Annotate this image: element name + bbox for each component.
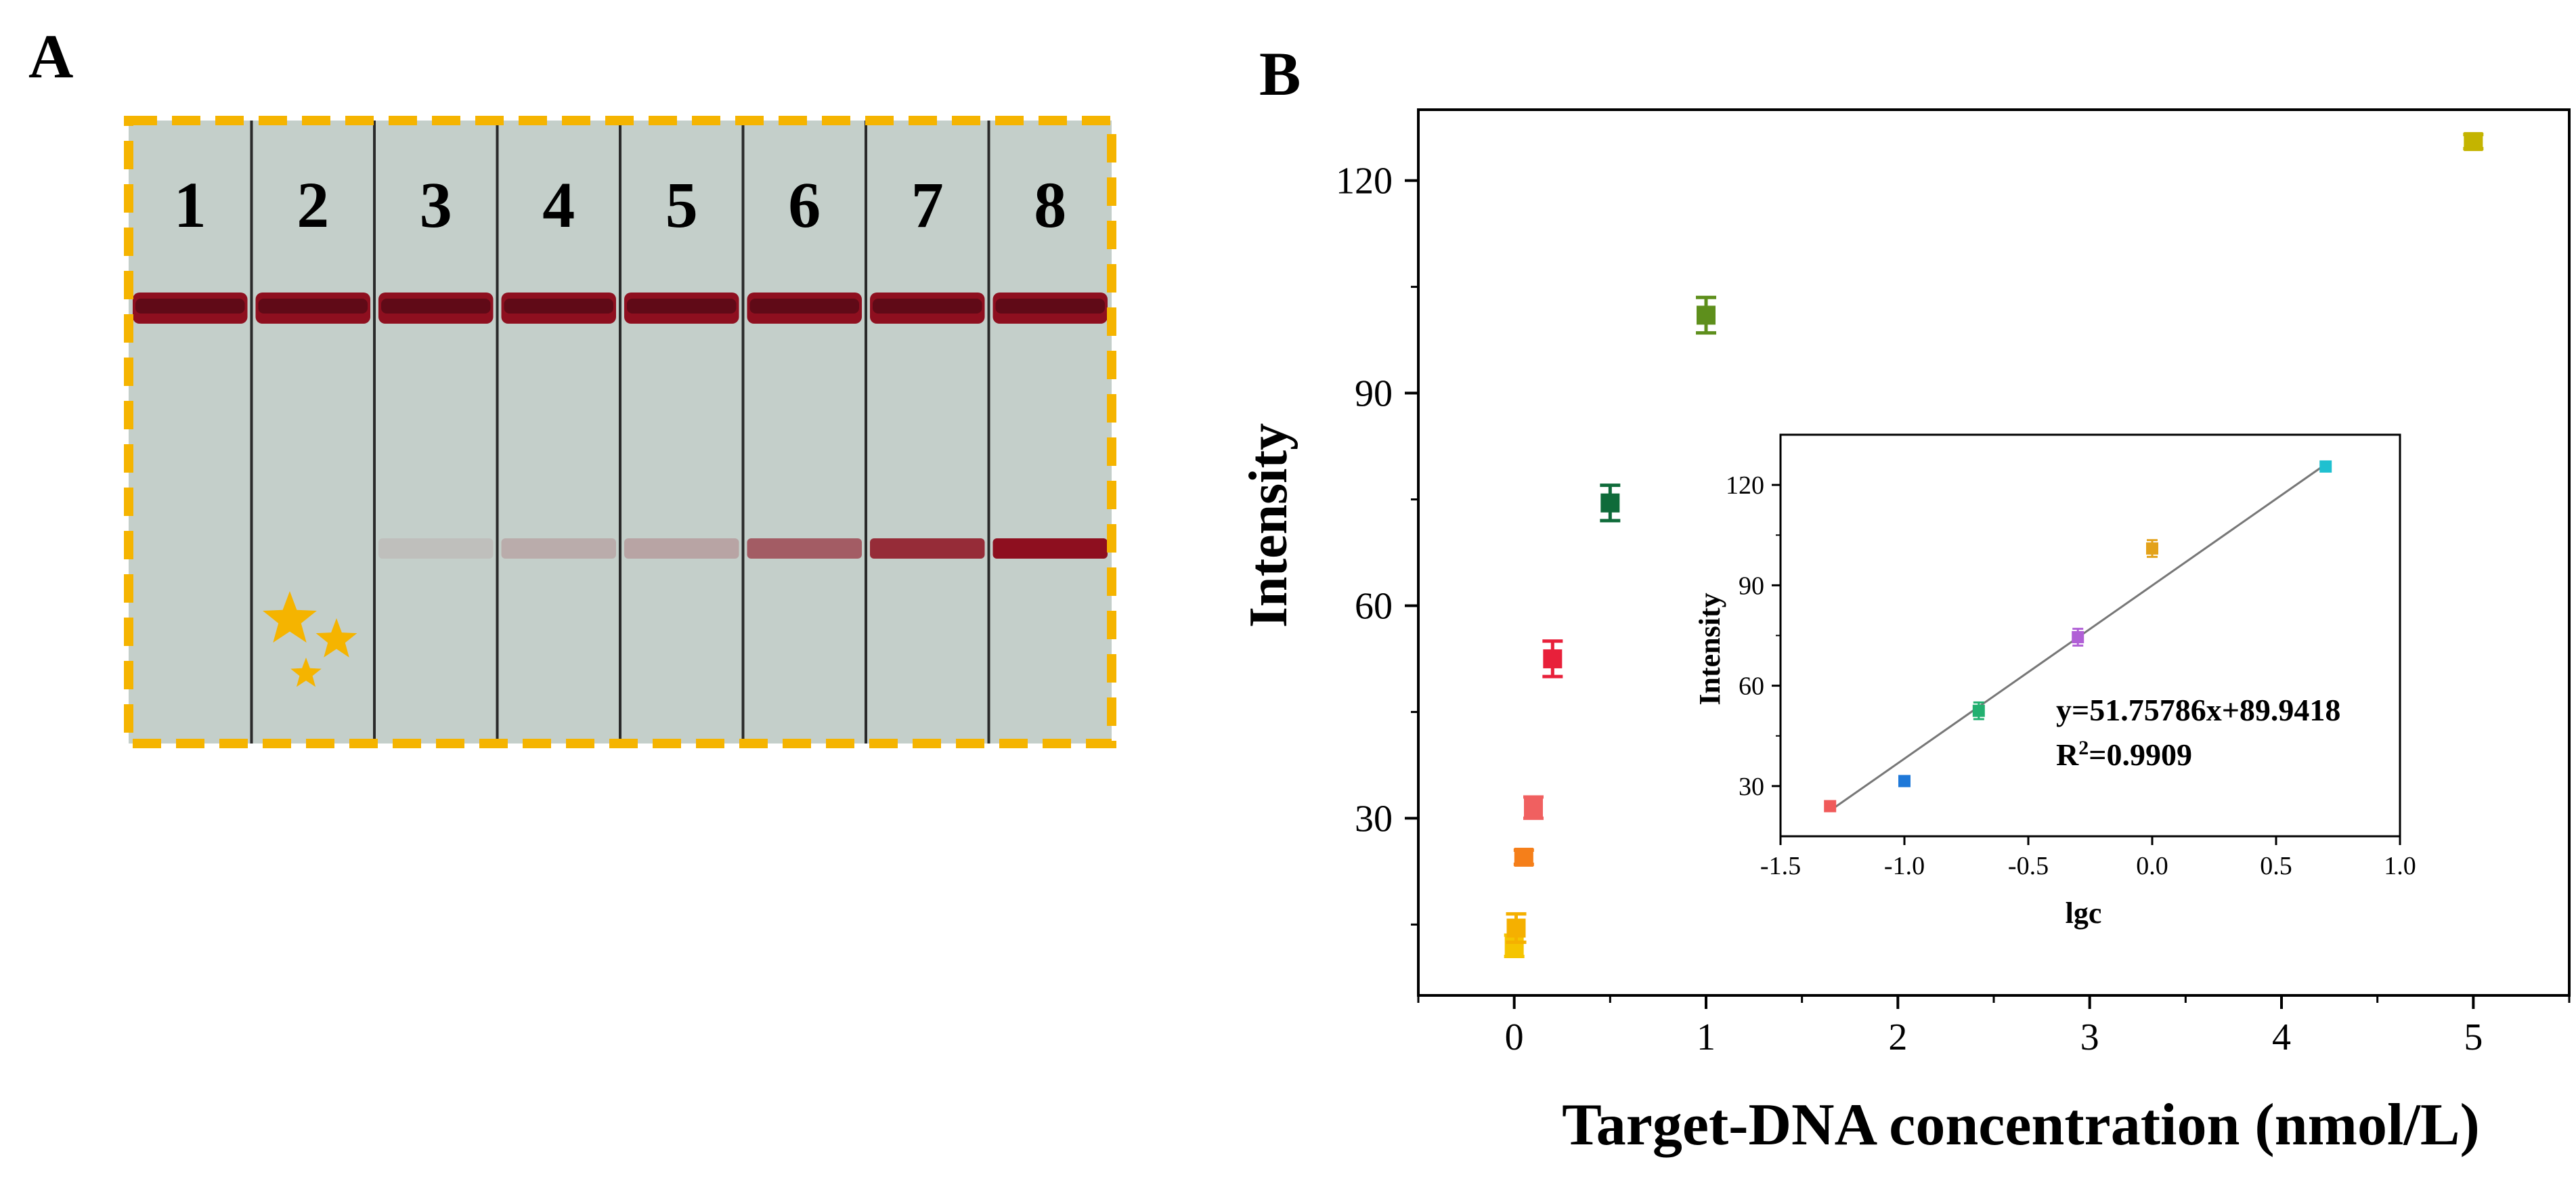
- x-tick-label: 4: [2272, 1016, 2291, 1058]
- control-line-core: [258, 299, 368, 314]
- strip-lanes: 1 2 3 4 5 6 7 8: [133, 121, 1108, 744]
- lane-label: 1: [174, 169, 206, 241]
- y-tick-label: 120: [1336, 160, 1393, 202]
- inset-x-tick-label: -0.5: [2008, 852, 2049, 880]
- data-point: [1524, 798, 1543, 817]
- inset-y-axis-label: Intensity: [1693, 592, 1726, 705]
- inset-data-point: [1972, 704, 1985, 717]
- lane-label: 8: [1034, 169, 1066, 241]
- control-line-core: [749, 299, 859, 314]
- data-point: [1600, 493, 1620, 513]
- data-point: [1504, 936, 1524, 955]
- r-squared: R2=0.9909: [2056, 737, 2192, 773]
- control-line-core: [627, 299, 737, 314]
- inset-y-tick-label: 30: [1739, 773, 1764, 801]
- control-line-core: [873, 299, 982, 314]
- panel-letter-b: B: [1259, 39, 1301, 108]
- y-tick-label: 90: [1355, 373, 1393, 415]
- test-line: [378, 538, 494, 559]
- inset-y-tick-label: 90: [1739, 572, 1764, 600]
- x-tick-label: 1: [1697, 1016, 1716, 1058]
- chart-panel: B 0 1 2 3 4 5 30 60 90 120 Target-DNA concentratio…: [1151, 0, 2576, 1182]
- x-tick-label: 5: [2464, 1016, 2483, 1058]
- y-axis-label: Intensity: [1239, 423, 1298, 628]
- y-tick-label: 30: [1355, 798, 1393, 840]
- dashed-frame: [124, 116, 1116, 748]
- inset-y-tick-label: 60: [1739, 672, 1764, 701]
- lane-label: 3: [420, 169, 452, 241]
- inset-y-tick-label: 120: [1726, 471, 1764, 500]
- data-point: [1543, 649, 1563, 668]
- test-line: [624, 538, 739, 559]
- inset-x-tick-label: 1.0: [2384, 852, 2416, 880]
- data-point: [2464, 132, 2483, 152]
- x-axis-label: Target-DNA concentration (nmol/L): [1562, 1092, 2480, 1158]
- data-point: [1506, 918, 1526, 938]
- strip-panel: A 1 2 3 4 5 6 7 8: [0, 0, 1151, 1182]
- test-line: [747, 538, 862, 559]
- data-point: [1697, 305, 1716, 325]
- inset-x-tick-label: -1.0: [1884, 852, 1925, 880]
- control-line-core: [504, 299, 613, 314]
- inset-data-point: [2072, 630, 2084, 643]
- control-line-core: [381, 299, 491, 314]
- data-point: [1514, 847, 1533, 867]
- strip-image: 1 2 3 4 5 6 7 8: [124, 116, 1116, 748]
- x-tick-label: 0: [1505, 1016, 1524, 1058]
- inset-data-point: [2146, 542, 2158, 555]
- x-tick-label: 2: [1888, 1016, 1907, 1058]
- test-line: [870, 538, 985, 559]
- x-tick-label: 3: [2080, 1016, 2099, 1058]
- inset-data-point: [1824, 800, 1837, 813]
- inset-x-tick-label: -1.5: [1760, 852, 1801, 880]
- lane-label: 6: [788, 169, 821, 241]
- star-icon: [263, 591, 357, 687]
- inset-chart: -1.5 -1.0 -0.5 0.0 0.5 1.0 30 60 90 120 lgc Intensi…: [1693, 433, 2416, 930]
- inset-data-point: [1898, 775, 1911, 788]
- y-tick-label: 60: [1355, 585, 1393, 627]
- inset-x-tick-label: 0.5: [2260, 852, 2292, 880]
- control-line-core: [995, 299, 1105, 314]
- fit-equation: y=51.75786x+89.9418: [2056, 693, 2340, 727]
- control-line-core: [135, 299, 245, 314]
- inset-data-point: [2319, 460, 2332, 473]
- test-line: [992, 538, 1108, 559]
- inset-frame: [1779, 433, 2401, 838]
- lane-label: 4: [542, 169, 575, 241]
- inset-x-axis-label: lgc: [2066, 897, 2102, 930]
- intensity-chart: B 0 1 2 3 4 5 30 60 90 120 Target-DNA concentratio…: [1239, 39, 2571, 1158]
- lane-label: 7: [911, 169, 944, 241]
- lane-label: 2: [297, 169, 329, 241]
- inset-x-tick-label: 0.0: [2136, 852, 2168, 880]
- panel-letter-a: A: [28, 22, 74, 91]
- lane-label: 5: [665, 169, 698, 241]
- main-chart: 0 1 2 3 4 5 30 60 90 120 Target-DNA concentration …: [1239, 108, 2571, 1158]
- test-line: [501, 538, 616, 559]
